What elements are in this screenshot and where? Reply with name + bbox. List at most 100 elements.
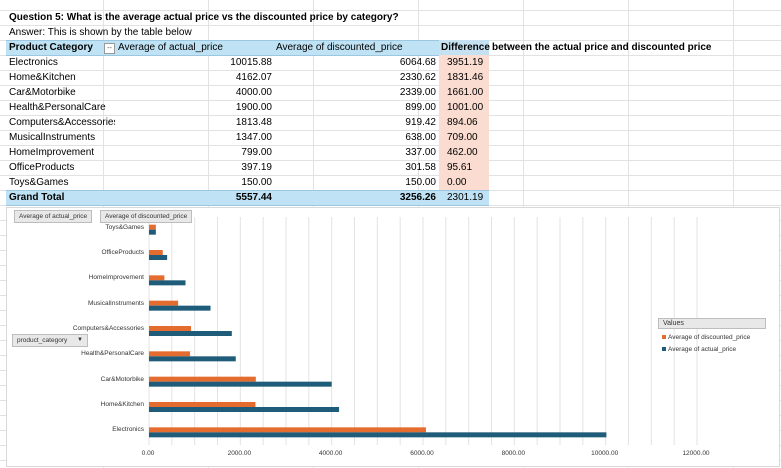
row-difference: 1001.00 (447, 102, 484, 113)
bar-discounted-1[interactable] (149, 250, 163, 255)
bar-discounted-2[interactable] (149, 275, 165, 281)
bar-actual-4[interactable] (149, 331, 232, 336)
row-actual: 1900.00 (235, 102, 272, 113)
row-discounted: 150.00 (405, 177, 436, 188)
legend-item-discounted: Average of discounted_price (658, 334, 766, 341)
row-actual: 397.19 (241, 162, 272, 173)
grand-total-difference: 2301.19 (447, 192, 484, 203)
row-difference: 894.06 (447, 117, 478, 128)
row-category: Home&Kitchen (9, 72, 76, 83)
category-label: OfficeProducts (101, 249, 144, 256)
question-text: Question 5: What is the average actual p… (9, 12, 399, 23)
bar-chart-svg (148, 217, 698, 445)
row-actual: 1813.48 (235, 117, 272, 128)
header-difference: Difference (441, 42, 490, 53)
row-labels-filter-button[interactable]: -- (104, 43, 115, 54)
category-label: Electronics (112, 426, 144, 434)
axis-field-button-product-category[interactable]: product_category ▼ (12, 334, 88, 347)
row-discounted: 919.42 (405, 117, 436, 128)
category-label: Toys&Games (105, 223, 144, 231)
category-label: MusicalInstruments (88, 299, 144, 307)
pivot-chart[interactable] (6, 207, 780, 467)
row-category: MusicalInstruments (9, 132, 96, 143)
legend-item-actual: Average of actual_price (658, 346, 766, 353)
row-category: Car&Motorbike (9, 87, 76, 98)
bar-actual-7[interactable] (149, 407, 340, 412)
legend-label-actual: Average of actual_price (668, 346, 737, 353)
x-tick-label: 10000.00 (591, 450, 619, 457)
header-average-actual-price: Average of actual_price (118, 42, 223, 53)
bar-actual-2[interactable] (149, 280, 186, 286)
category-label: Health&PersonalCare (81, 350, 144, 358)
bar-actual-8[interactable] (149, 432, 607, 438)
x-tick-label: 6000.00 (410, 450, 434, 457)
row-category: Computers&Accessories (9, 117, 115, 128)
bar-discounted-8[interactable] (149, 427, 426, 433)
x-tick-label: 4000.00 (318, 450, 343, 457)
grand-total-discounted: 3256.26 (399, 192, 436, 203)
row-discounted: 2330.62 (399, 72, 436, 83)
row-difference: 3951.19 (447, 57, 484, 68)
bar-actual-3[interactable] (149, 305, 211, 311)
x-tick-label: 8000.00 (501, 450, 526, 457)
row-discounted: 638.00 (405, 132, 436, 143)
row-category: OfficeProducts (9, 162, 75, 173)
row-actual: 10015.88 (230, 57, 272, 68)
row-actual: 799.00 (241, 147, 272, 158)
field-button-actual-price[interactable]: Average of actual_price (14, 210, 93, 223)
bar-discounted-6[interactable] (149, 376, 256, 382)
header-difference-note: between the actual price and discounted … (492, 42, 712, 53)
row-difference: 95.61 (447, 162, 473, 173)
x-tick-label: 2000.00 (227, 450, 252, 457)
row-category: Toys&Games (9, 177, 69, 188)
legend-title: Values (658, 318, 766, 329)
row-discounted: 2339.00 (399, 87, 436, 98)
bar-discounted-4[interactable] (149, 326, 191, 331)
field-button-discounted-price[interactable]: Average of discounted_price (100, 210, 193, 223)
row-discounted: 337.00 (405, 147, 436, 158)
legend-swatch-actual (662, 347, 666, 352)
category-label: HomeImprovement (88, 274, 144, 282)
row-discounted: 6064.68 (399, 57, 436, 68)
grand-total-label: Grand Total (9, 192, 65, 203)
answer-text: Answer: This is shown by the table below (9, 27, 192, 38)
legend-swatch-discounted (662, 335, 666, 340)
row-category: Electronics (9, 57, 58, 68)
row-category: HomeImprovement (9, 147, 95, 158)
category-label: Car&Motorbike (100, 375, 144, 383)
bar-actual-5[interactable] (149, 356, 236, 362)
row-difference: 1661.00 (447, 87, 484, 98)
bar-discounted-5[interactable] (149, 351, 191, 357)
row-category: Health&PersonalCare (9, 102, 106, 113)
grand-total-actual: 5557.44 (235, 192, 272, 203)
row-difference: 709.00 (447, 132, 478, 143)
category-label: Home&Kitchen (100, 401, 144, 408)
bar-discounted-0[interactable] (149, 224, 156, 230)
x-tick-label: 0.00 (141, 450, 155, 457)
pivot-header-band (6, 40, 489, 56)
bar-discounted-3[interactable] (149, 300, 179, 306)
header-average-discounted-price: Average of discounted_price (276, 42, 403, 53)
legend-label-discounted: Average of discounted_price (668, 334, 751, 341)
row-difference: 462.00 (447, 147, 478, 158)
row-actual: 4162.07 (235, 72, 272, 83)
bar-actual-6[interactable] (149, 381, 332, 387)
bar-actual-0[interactable] (149, 229, 156, 235)
chart-legend[interactable]: Values Average of discounted_price Avera… (658, 318, 766, 353)
row-actual: 1347.00 (235, 132, 272, 143)
row-actual: 4000.00 (235, 87, 272, 98)
row-discounted: 301.58 (405, 162, 436, 173)
bar-discounted-7[interactable] (149, 402, 256, 407)
x-tick-label: 12000.00 (682, 450, 710, 457)
row-actual: 150.00 (241, 177, 272, 188)
row-discounted: 899.00 (405, 102, 436, 113)
bar-actual-1[interactable] (149, 255, 168, 260)
difference-header-fill (439, 40, 489, 54)
difference-column-fill (439, 55, 489, 190)
row-difference: 0.00 (447, 177, 467, 188)
axis-field-label: product_category (17, 337, 68, 344)
category-label: Computers&Accessories (72, 325, 144, 332)
row-difference: 1831.46 (447, 72, 484, 83)
chevron-down-icon: ▼ (77, 337, 83, 343)
grand-total-band (6, 190, 489, 206)
